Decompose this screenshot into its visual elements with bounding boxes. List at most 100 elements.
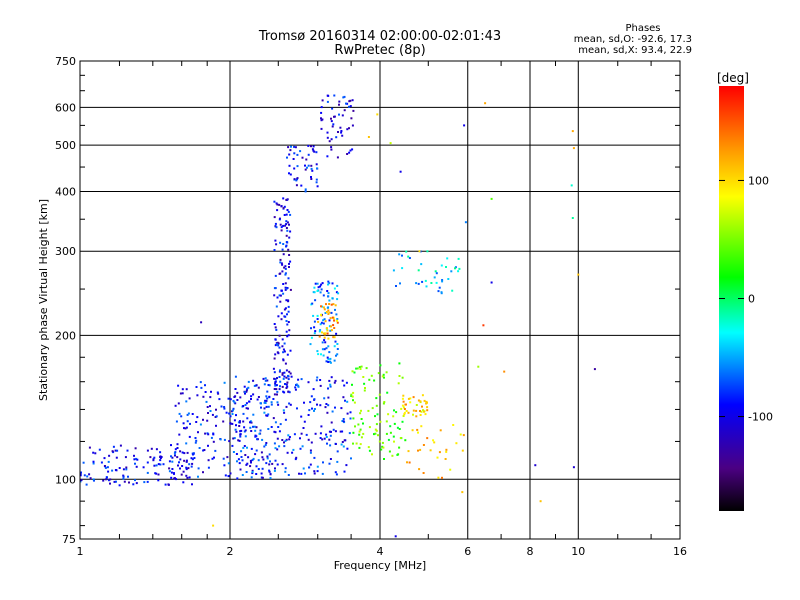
data-point [383,458,385,460]
data-point [287,305,290,308]
data-point [146,471,149,474]
data-point [436,456,439,459]
data-point [330,430,332,433]
data-point [440,291,443,294]
data-point [273,249,276,251]
data-point [186,476,189,479]
data-point [313,408,316,410]
data-point [86,475,89,478]
colorbar-tick-label: 0 [748,293,755,306]
data-point [135,465,138,468]
data-point [289,173,292,176]
data-point [256,438,259,441]
data-point [247,386,250,389]
data-point [283,445,286,448]
data-point [482,324,485,327]
data-point [389,431,392,434]
data-point [352,391,355,394]
data-point [247,407,249,410]
data-point [321,438,324,441]
data-point [242,420,245,423]
data-point [215,415,218,418]
data-point [400,407,403,410]
data-point [282,358,285,361]
data-point [283,391,286,394]
data-point [285,438,288,441]
data-point [401,254,403,257]
data-point [180,415,183,418]
data-point [402,400,405,403]
data-point [252,457,255,460]
data-point [311,302,314,305]
data-point [348,432,351,435]
data-point [122,475,125,478]
data-point [334,471,337,474]
data-point [310,336,313,339]
data-point [107,470,110,473]
data-point [320,111,323,114]
data-point [237,439,240,442]
data-point [281,373,284,376]
data-point [401,397,404,400]
x-tick-label: 1 [77,545,84,558]
data-point [391,454,394,457]
data-point [233,419,236,422]
data-point [92,460,95,463]
data-point [183,427,185,430]
data-point [146,449,149,452]
data-point [351,370,354,373]
data-point [322,319,325,322]
data-point [343,384,346,387]
data-point [283,266,286,269]
data-point [419,414,422,416]
data-point [374,432,377,435]
data-point [321,341,324,344]
data-point [352,417,355,420]
data-point [330,329,333,332]
data-point [423,410,425,413]
data-point [289,213,292,216]
data-point [327,306,330,309]
data-point [274,353,277,356]
data-point [375,404,378,407]
data-point [332,428,335,431]
y-tick-label: 750 [55,55,76,68]
data-point [260,402,262,405]
data-point [338,103,340,106]
data-point [261,476,264,479]
data-point [189,422,191,425]
data-point [350,393,353,396]
data-point [278,388,281,391]
data-point [174,448,177,451]
data-point [300,415,303,418]
data-point [193,457,196,459]
data-point [316,167,318,170]
data-point [316,314,319,317]
data-point [420,410,423,413]
data-point [250,430,253,432]
data-point [257,468,260,470]
data-point [328,430,331,433]
data-point [247,380,250,383]
colorbar-tick-label: 100 [748,174,769,187]
data-point [277,342,280,345]
data-point [310,395,313,398]
data-point [222,420,225,423]
data-point [324,312,327,314]
data-point [346,400,349,403]
data-point [287,374,289,377]
data-point [234,395,237,398]
data-point [405,250,408,253]
data-point [433,441,436,444]
data-point [334,443,337,445]
data-point [174,451,177,454]
data-point [593,368,596,371]
data-point [284,418,287,421]
data-point [438,286,441,289]
data-point [330,120,333,123]
data-point [275,388,278,391]
data-point [346,412,349,415]
data-point [195,421,198,423]
data-point [401,404,404,407]
